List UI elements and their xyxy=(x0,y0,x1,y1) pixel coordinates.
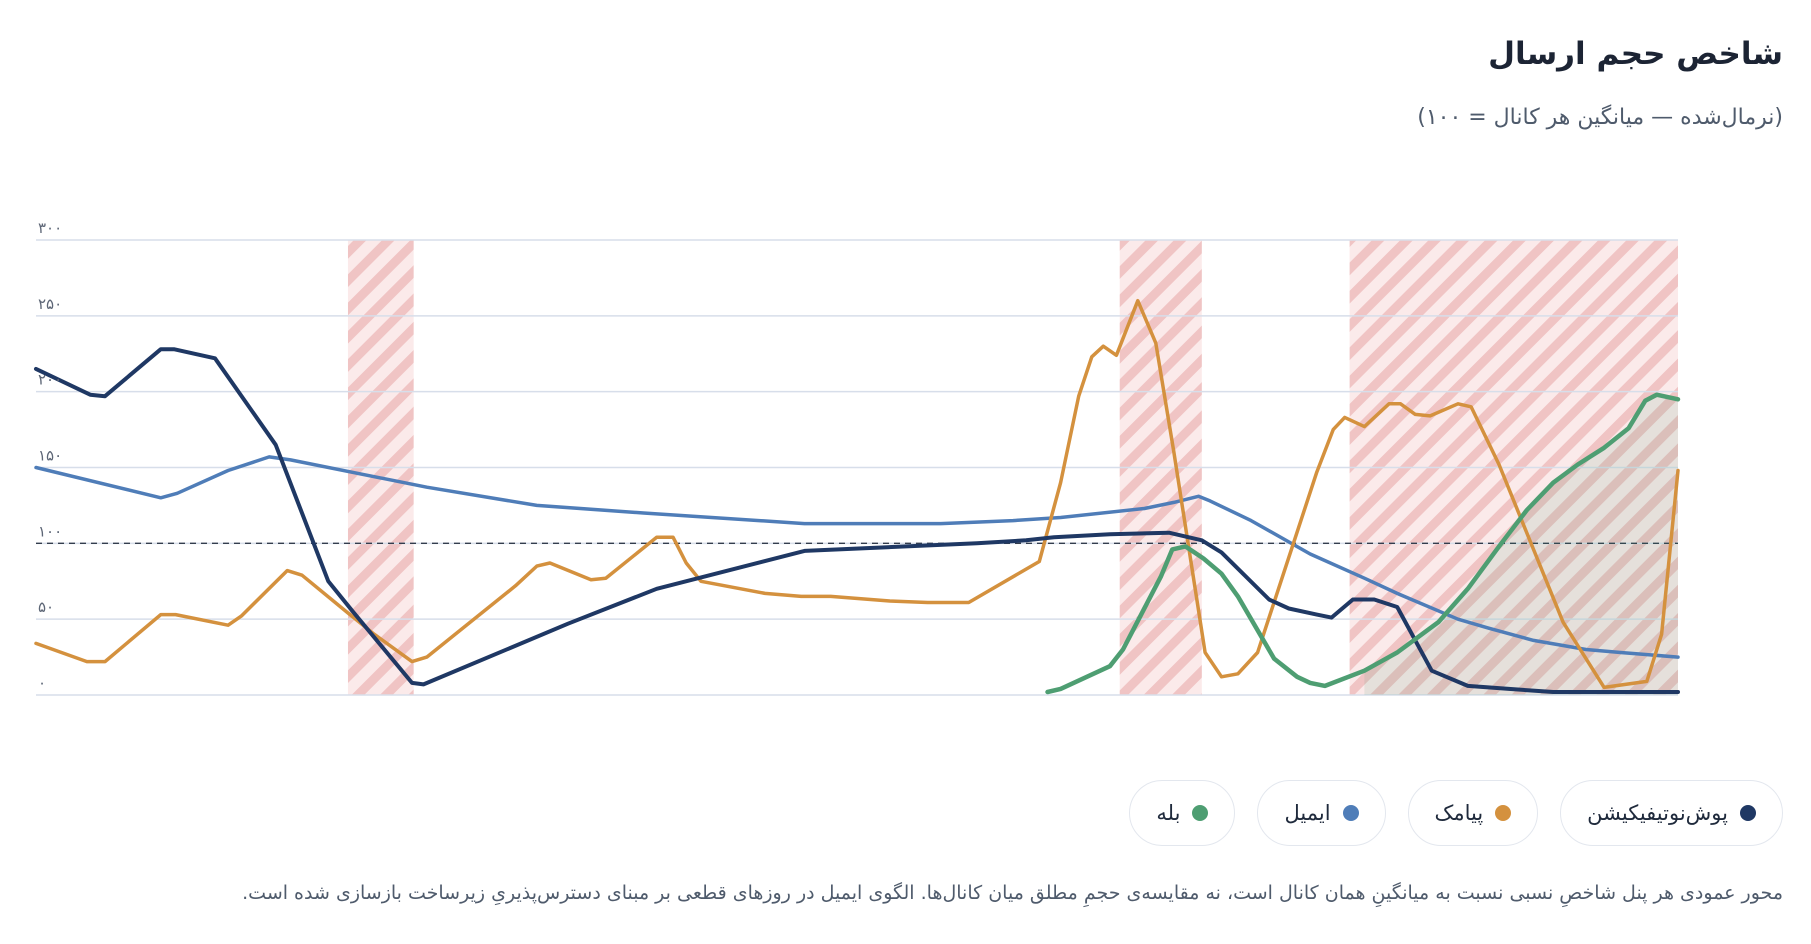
legend: پوش‌نوتیفیکیشن پیامک ایمیل بله xyxy=(1129,780,1783,846)
y-tick-label: ۲۵۰ xyxy=(38,295,62,313)
legend-label: ایمیل xyxy=(1284,801,1331,825)
legend-label: پوش‌نوتیفیکیشن xyxy=(1587,801,1728,825)
y-tick-label: ۱۵۰ xyxy=(38,447,62,465)
legend-label: بله xyxy=(1156,801,1181,825)
legend-item-email[interactable]: ایمیل xyxy=(1257,780,1386,846)
y-tick-label: ۱۰۰ xyxy=(38,522,62,540)
y-tick-label: ۲۰۰ xyxy=(38,371,62,389)
series-line-bale xyxy=(1045,392,1681,695)
legend-item-sms[interactable]: پیامک xyxy=(1407,780,1539,846)
footnote: محور عمودی هر پنل شاخصِ نسبی نسبت به میا… xyxy=(242,882,1783,904)
y-tick-label: ۵۰ xyxy=(38,598,54,616)
legend-item-bale[interactable]: بله xyxy=(1129,780,1236,846)
chart-subtitle: (نرمال‌شده — میانگین هر کانال = ۱۰۰) xyxy=(1417,105,1783,130)
sms-dot-icon xyxy=(1495,805,1512,821)
line-chart: ۰ ۵۰ ۱۰۰ ۱۵۰ ۲۰۰ ۲۵۰ ۳۰۰ xyxy=(34,219,1681,696)
series-line-sms xyxy=(34,298,1680,690)
email-dot-icon xyxy=(1342,805,1359,821)
legend-item-push[interactable]: پوش‌نوتیفیکیشن xyxy=(1560,780,1783,846)
series-line-email xyxy=(34,455,1680,659)
chart-title: شاخص حجم ارسال xyxy=(1488,36,1783,72)
push-dot-icon xyxy=(1740,805,1756,821)
legend-label: پیامک xyxy=(1434,801,1484,825)
series-line-push xyxy=(34,347,1680,694)
y-tick-label: ۰ xyxy=(38,674,46,692)
bale-dot-icon xyxy=(1192,805,1209,821)
y-tick-label: ۳۰۰ xyxy=(38,219,62,237)
